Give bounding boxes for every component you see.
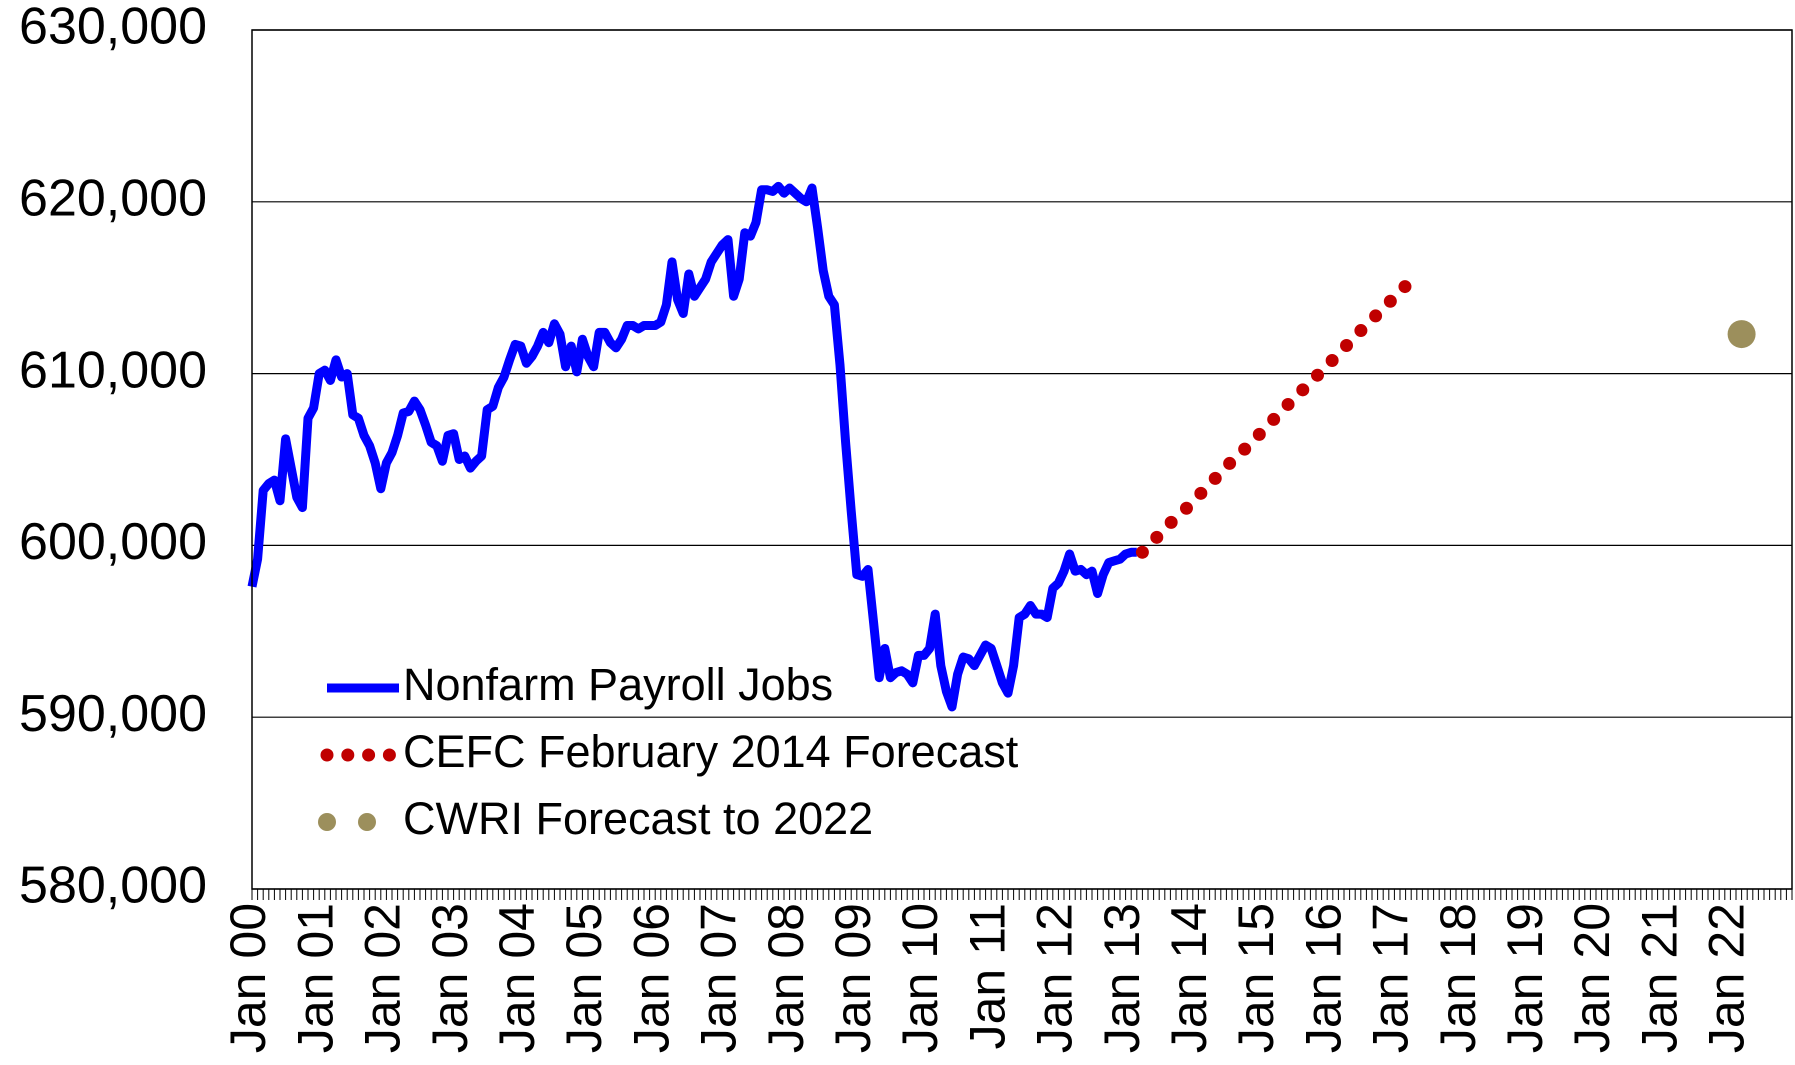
y-tick-label: 620,000 [19,170,207,228]
x-tick-label: Jan 07 [691,903,747,1053]
x-tick-label: Jan 15 [1228,903,1284,1053]
x-tick-label: Jan 00 [220,903,276,1053]
y-tick-label: 590,000 [19,685,207,743]
x-tick-label: Jan 01 [287,903,343,1053]
x-tick-label: Jan 08 [758,903,814,1053]
legend-marker [318,813,336,831]
legend: Nonfarm Payroll Jobs CEFC February 2014 F… [318,659,1019,844]
plot-border [251,29,1793,890]
series-line [247,181,1137,712]
x-tick-label: Jan 19 [1497,903,1553,1053]
x-tick-label: Jan 21 [1631,903,1687,1053]
x-tick-label: Jan 09 [825,903,881,1053]
legend-label: Nonfarm Payroll Jobs [403,659,833,710]
x-tick-label: Jan 06 [623,903,679,1053]
axes: 580,000 590,000 600,000 610,000 620,000 630,0… [19,0,1793,1053]
y-tick-label: 600,000 [19,513,207,571]
x-tick-label: Jan 22 [1699,903,1755,1053]
legend-label: CWRI Forecast to 2022 [403,793,873,844]
x-tick-label: Jan 14 [1161,903,1217,1053]
x-tick-label: Jan 10 [892,903,948,1053]
x-tick-label: Jan 03 [422,903,478,1053]
legend-marker [358,813,376,831]
series-layer [247,181,1756,712]
y-tick-label: 610,000 [19,341,207,399]
x-tick-label: Jan 20 [1564,903,1620,1053]
marker [1727,320,1756,349]
x-tick-label: Jan 05 [556,903,612,1053]
plot-area [252,30,1792,889]
x-tick-label: Jan 02 [355,903,411,1053]
x-tick-label: Jan 18 [1430,903,1486,1053]
x-tick-label: Jan 17 [1363,903,1419,1053]
legend-label: CEFC February 2014 Forecast [403,726,1019,777]
x-tick-label: Jan 11 [959,903,1015,1049]
series-line [1135,267,1424,559]
x-tick-label: Jan 13 [1094,903,1150,1053]
x-tick-label: Jan 12 [1027,903,1083,1053]
x-tick-label: Jan 04 [489,903,545,1053]
y-tick-label: 580,000 [19,857,207,915]
x-tick-label: Jan 16 [1295,903,1351,1053]
y-tick-label: 630,000 [19,0,207,56]
